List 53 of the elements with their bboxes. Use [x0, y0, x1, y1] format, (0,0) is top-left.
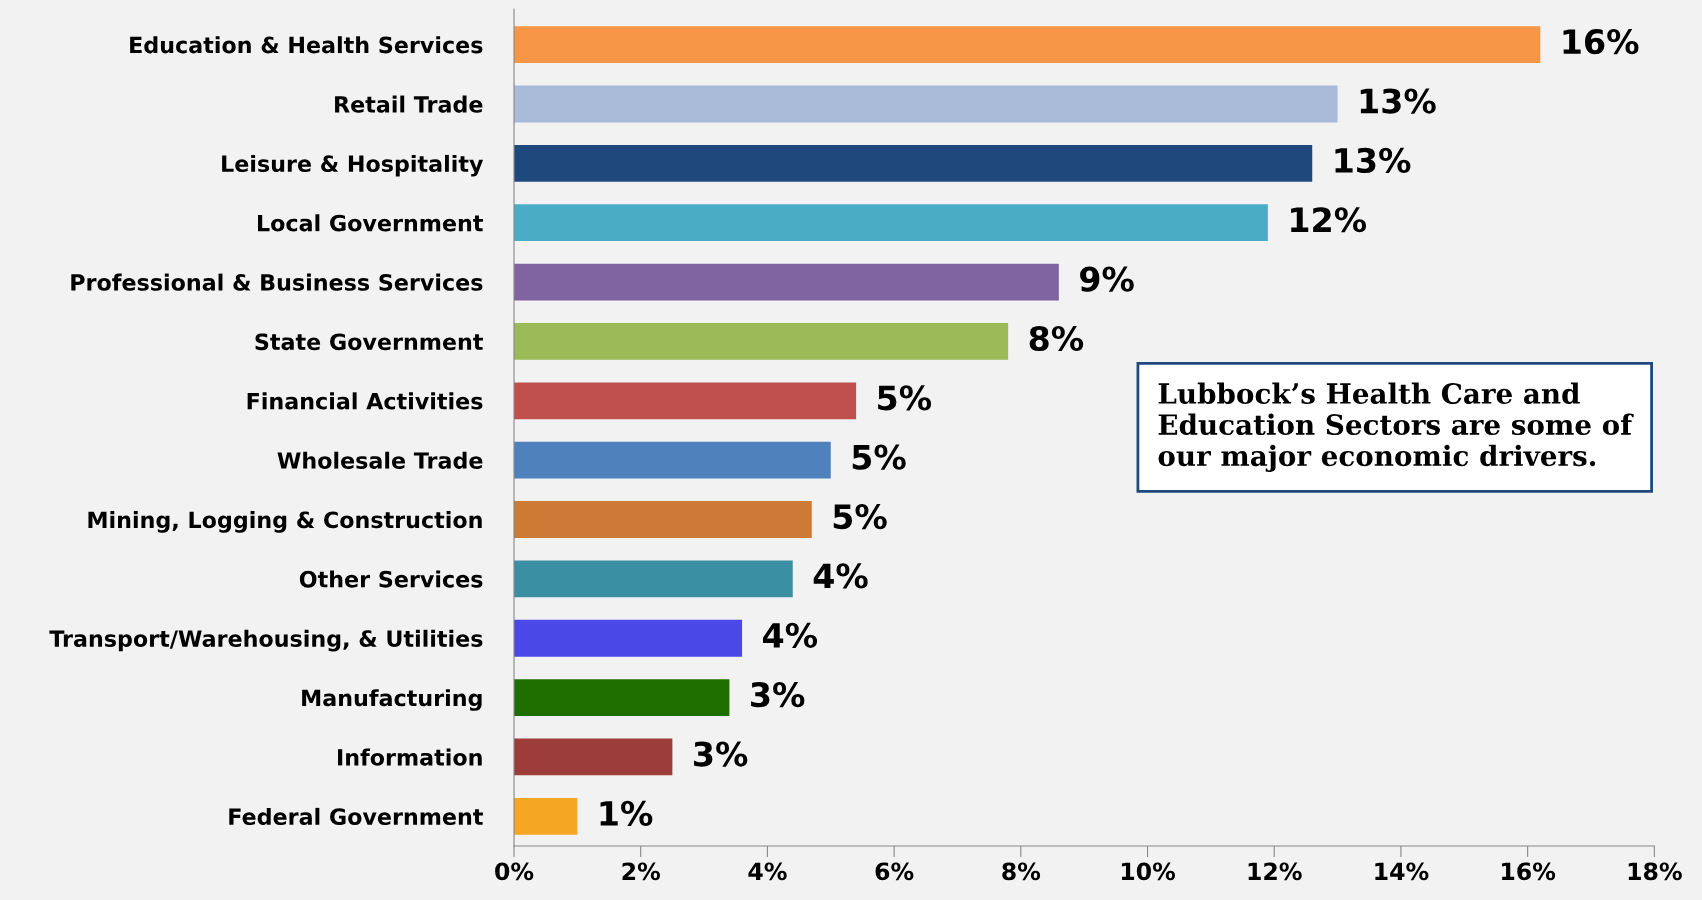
y-tick-label: Transport/Warehousing, & Utilities — [49, 629, 483, 652]
bar — [514, 619, 743, 657]
x-tick-label: 8% — [1002, 862, 1041, 881]
y-tick-label: Manufacturing — [302, 689, 482, 711]
data-label: 8% — [1029, 325, 1084, 352]
y-tick-label: Financial Activities — [247, 392, 483, 410]
bar — [514, 204, 1268, 242]
bar — [514, 738, 673, 776]
y-tick-label: Other Services — [299, 570, 483, 588]
data-label: 4% — [813, 563, 868, 589]
data-label: 9% — [1080, 266, 1134, 292]
data-label: 3% — [694, 741, 748, 767]
data-label: 16% — [1563, 29, 1639, 55]
y-tick-label: Information — [338, 748, 482, 766]
y-tick-label: Retail Trade — [335, 95, 483, 113]
bar — [514, 26, 1541, 64]
bar — [514, 560, 793, 598]
data-label: 5% — [878, 385, 932, 411]
y-tick-label: Local Government — [258, 214, 483, 232]
x-tick-label: 4% — [748, 862, 787, 881]
y-tick-label: Mining, Logging & Construction — [88, 511, 482, 533]
bar — [514, 144, 1313, 182]
x-tick-label: 12% — [1248, 862, 1302, 881]
y-tick-label: Wholesale Trade — [277, 451, 483, 469]
bar — [514, 441, 831, 479]
data-label: 3% — [751, 682, 805, 708]
data-label: 5% — [833, 503, 887, 530]
x-tick-label: 10% — [1121, 862, 1176, 881]
data-label: 12% — [1291, 207, 1367, 233]
data-label: 1% — [600, 800, 653, 826]
data-label: 4% — [763, 622, 818, 648]
x-tick-label: 14% — [1375, 862, 1429, 881]
data-label: 13% — [1360, 88, 1436, 114]
y-tick-label: State Government — [255, 333, 483, 351]
y-tick-label: Education & Health Services — [130, 36, 483, 54]
y-tick-label: Professional & Business Services — [71, 273, 483, 291]
data-label: 13% — [1335, 147, 1411, 174]
y-tick-label: Leisure & Hospitality — [222, 154, 484, 177]
x-tick-label: 16% — [1502, 862, 1556, 881]
x-tick-label: 18% — [1628, 862, 1682, 881]
bar — [514, 85, 1338, 123]
bar — [514, 501, 812, 538]
x-tick-label: 6% — [875, 862, 914, 881]
bar — [514, 263, 1059, 301]
bar — [514, 323, 1009, 360]
x-tick-label: 0% — [495, 862, 534, 881]
y-tick-label: Federal Government — [229, 807, 483, 826]
bar — [514, 797, 578, 835]
annotation: Lubbock’s Health Care and Education Sectors are some of our major economic drivers. — [1158, 382, 1634, 472]
bar — [514, 382, 857, 420]
data-label: 5% — [852, 444, 906, 470]
x-tick-label: 2% — [622, 862, 660, 881]
bar — [514, 679, 730, 716]
